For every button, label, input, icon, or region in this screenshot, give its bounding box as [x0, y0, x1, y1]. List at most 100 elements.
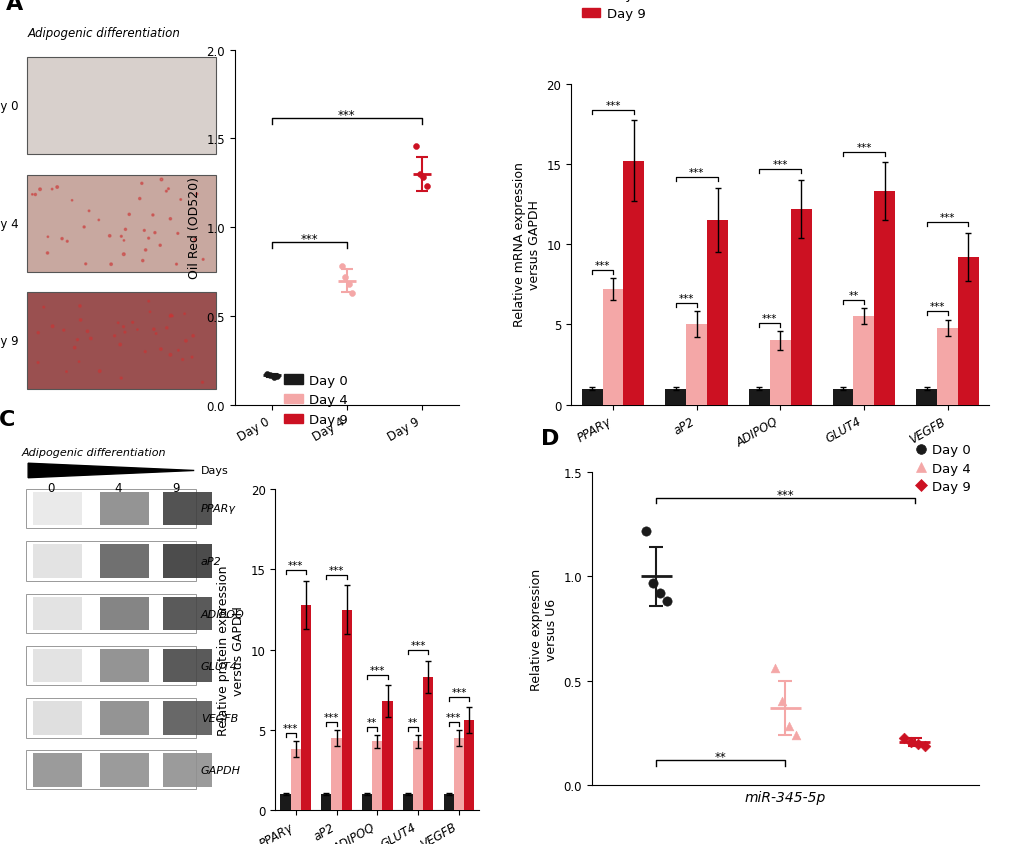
Bar [331, 738, 341, 810]
Bar [25, 699, 197, 738]
Point [644, 576, 660, 590]
Bar [100, 544, 149, 578]
Text: ***: *** [594, 261, 609, 270]
Point [133, 177, 150, 191]
Bar [25, 647, 197, 685]
Point [176, 307, 193, 321]
Text: 9: 9 [172, 482, 179, 495]
Point [113, 230, 129, 244]
Point [110, 316, 126, 330]
Legend: Day 0, Day 4, Day 9: Day 0, Day 4, Day 9 [283, 374, 347, 426]
Text: aP2: aP2 [201, 556, 221, 566]
Point [787, 728, 803, 742]
Point [896, 731, 912, 745]
Bar [372, 741, 382, 810]
Text: GAPDH: GAPDH [201, 765, 240, 775]
Point [40, 230, 56, 244]
Legend: Day 0, Day 4, Day 9: Day 0, Day 4, Day 9 [908, 439, 975, 499]
Point [115, 321, 131, 334]
Y-axis label: Relative protein expression
versus GAPDH: Relative protein expression versus GAPDH [217, 565, 245, 735]
Point [262, 369, 278, 382]
Point [186, 234, 203, 247]
Point [36, 301, 52, 315]
Bar [423, 677, 433, 810]
Point [145, 209, 161, 223]
Point [103, 258, 119, 272]
Point [141, 295, 157, 309]
Bar [382, 701, 392, 810]
Bar [321, 794, 331, 810]
Point [159, 322, 175, 335]
Point [265, 371, 281, 384]
Text: ***: *** [775, 488, 794, 501]
Text: ***: *** [337, 109, 356, 122]
Bar [33, 701, 82, 735]
Point [333, 260, 350, 273]
Point [72, 314, 89, 327]
Bar [33, 753, 82, 787]
Point [162, 310, 178, 323]
Point [131, 192, 148, 206]
Point [160, 183, 176, 197]
Text: GLUT4: GLUT4 [201, 661, 237, 671]
Point [651, 587, 667, 600]
Point [136, 225, 152, 238]
Text: Adipogenic differentiation: Adipogenic differentiation [21, 447, 166, 457]
Point [170, 344, 186, 358]
Point [71, 300, 88, 313]
Bar [453, 738, 464, 810]
Point [637, 524, 653, 538]
Bar [100, 649, 149, 683]
Bar [25, 542, 197, 581]
Text: ***: *** [678, 294, 693, 304]
Point [163, 309, 179, 322]
Point [124, 316, 141, 330]
Bar [748, 389, 769, 405]
Point [169, 227, 185, 241]
Bar [33, 649, 82, 683]
Bar [873, 192, 895, 405]
Text: Day 4: Day 4 [0, 217, 18, 230]
Text: **: ** [408, 717, 418, 727]
Point [148, 327, 164, 341]
Bar [915, 389, 936, 405]
Text: **: ** [714, 750, 726, 763]
Bar [28, 176, 216, 272]
Point [189, 188, 205, 202]
Point [177, 334, 194, 348]
Point [412, 168, 428, 181]
Bar [28, 293, 216, 390]
Text: ***: *** [445, 712, 462, 722]
Point [45, 320, 61, 333]
Text: ***: *** [450, 687, 467, 697]
Point [137, 345, 153, 359]
Point [58, 365, 74, 379]
Text: A: A [6, 0, 23, 14]
Point [77, 257, 94, 271]
Point [121, 208, 138, 222]
Point [59, 235, 75, 249]
Point [408, 139, 424, 153]
Legend: Day 0, Day 4, Day 9: Day 0, Day 4, Day 9 [582, 0, 645, 21]
Text: ***: *** [282, 723, 299, 733]
Point [184, 330, 201, 344]
Point [79, 325, 96, 338]
Bar [957, 257, 978, 405]
Point [152, 239, 168, 252]
Bar [25, 489, 197, 528]
Text: ADIPOQ: ADIPOQ [201, 609, 245, 619]
Y-axis label: Oil Red (OD520): Oil Red (OD520) [187, 177, 201, 279]
Point [135, 255, 151, 268]
Point [164, 310, 180, 323]
Y-axis label: Relative expression
versus U6: Relative expression versus U6 [529, 568, 557, 690]
Point [49, 181, 65, 195]
Bar [163, 701, 212, 735]
Point [91, 214, 107, 227]
Point [336, 271, 353, 284]
Y-axis label: Relative mRNA expression
versus GAPDH: Relative mRNA expression versus GAPDH [513, 162, 540, 327]
Point [92, 365, 108, 378]
Point [69, 333, 86, 347]
Point [909, 738, 925, 751]
Text: ***: *** [301, 233, 318, 246]
Bar [163, 544, 212, 578]
